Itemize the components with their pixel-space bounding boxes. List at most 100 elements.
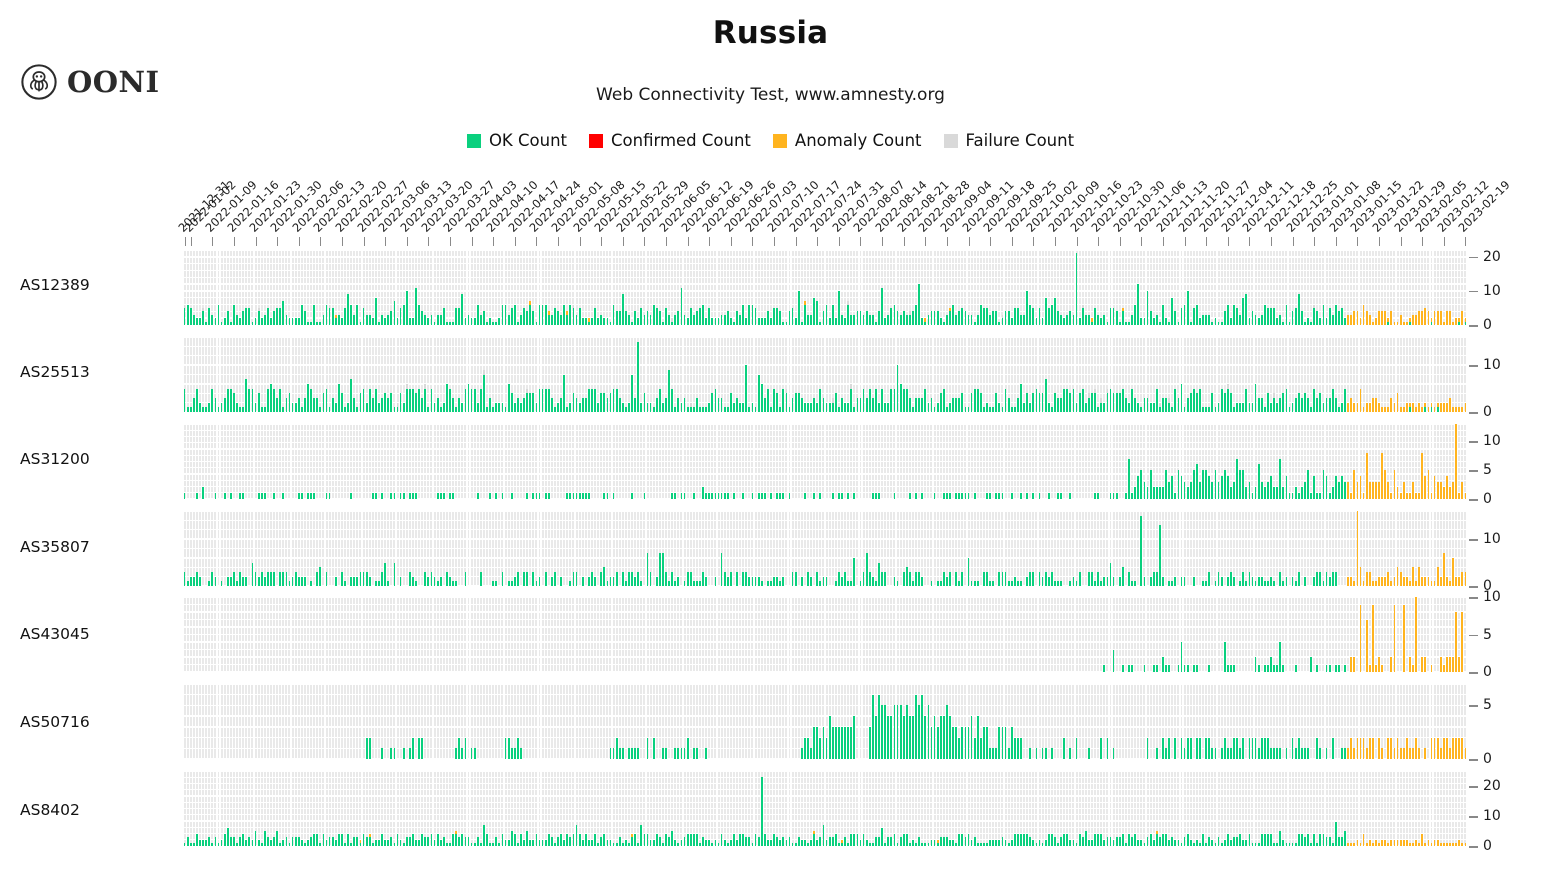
bar-ok — [1147, 738, 1149, 759]
bar-ok — [1227, 748, 1229, 759]
asn-panel-as31200[interactable] — [183, 424, 1467, 499]
bar-ok — [1190, 482, 1192, 499]
bar-ok — [1245, 840, 1247, 846]
bar-anomaly — [1428, 311, 1430, 325]
bar-ok — [554, 843, 556, 846]
bar-anomaly — [1360, 389, 1362, 412]
bar-ok — [1116, 393, 1118, 412]
bar-ok — [937, 403, 939, 412]
bar-ok — [912, 311, 914, 325]
asn-panel-as8402[interactable] — [183, 771, 1467, 846]
bar-ok — [640, 308, 642, 325]
bar-anomaly — [1461, 738, 1463, 759]
bar-ok — [653, 305, 655, 325]
bar-anomaly — [1452, 843, 1454, 846]
bar-ok — [1292, 311, 1294, 325]
bar-ok — [1162, 834, 1164, 846]
bar-ok — [807, 572, 809, 586]
bar-ok — [782, 389, 784, 412]
bar-ok — [1273, 843, 1275, 846]
bar-ok — [634, 834, 636, 846]
bar-anomaly — [1400, 315, 1402, 325]
bar-ok — [912, 840, 914, 846]
panel-bars — [183, 250, 1467, 325]
bar-ok — [1091, 572, 1093, 586]
bar-ok — [573, 493, 575, 499]
bar-ok — [468, 837, 470, 846]
bar-ok — [733, 403, 735, 412]
bar-ok — [671, 572, 673, 586]
bar-ok — [461, 294, 463, 325]
bar-ok — [363, 834, 365, 846]
bar-ok — [1292, 843, 1294, 846]
bar-ok — [1147, 291, 1149, 325]
bar-ok — [1110, 389, 1112, 412]
bar-ok — [1187, 738, 1189, 759]
bar-ok — [875, 389, 877, 412]
bar-ok — [1279, 642, 1281, 672]
bar-ok — [792, 843, 794, 846]
asn-panel-as43045[interactable] — [183, 597, 1467, 672]
bar-ok — [998, 840, 1000, 846]
bar-anomaly — [1384, 577, 1386, 586]
bar-ok — [890, 389, 892, 412]
bar-anomaly — [1406, 577, 1408, 586]
asn-panel-as25513[interactable] — [183, 337, 1467, 412]
bar-ok — [1113, 840, 1115, 846]
bar-ok — [307, 384, 309, 412]
asn-panel-as50716[interactable] — [183, 684, 1467, 759]
bar-ok — [344, 407, 346, 412]
bar-failure — [909, 311, 911, 314]
bar-ok — [486, 322, 488, 325]
bar-ok — [869, 572, 871, 586]
bar-anomaly — [1091, 318, 1093, 321]
bar-ok — [770, 840, 772, 846]
bar-ok — [1122, 567, 1124, 586]
bar-ok — [955, 315, 957, 325]
bar-ok — [1458, 322, 1460, 325]
bar-anomaly — [1384, 470, 1386, 499]
date-axis-tick — [1379, 237, 1380, 246]
panel-bars — [183, 511, 1467, 586]
bar-anomaly — [1418, 748, 1420, 759]
bar-ok — [218, 407, 220, 412]
bar-ok — [196, 389, 198, 412]
bar-ok — [677, 748, 679, 759]
bar-ok — [221, 322, 223, 325]
bar-ok — [1199, 738, 1201, 759]
bar-anomaly — [566, 311, 568, 314]
bar-ok — [1150, 577, 1152, 586]
bar-failure — [258, 308, 260, 311]
bar-ok — [276, 398, 278, 412]
bar-ok — [637, 572, 639, 586]
asn-panel-as35807[interactable] — [183, 511, 1467, 586]
asn-panel-as12389[interactable] — [183, 250, 1467, 325]
bar-ok — [1329, 398, 1331, 412]
bar-ok — [418, 738, 420, 759]
bar-ok — [600, 315, 602, 325]
bar-ok — [1162, 738, 1164, 759]
bar-ok — [471, 843, 473, 846]
bar-ok — [878, 311, 880, 325]
bar-ok — [468, 315, 470, 325]
bar-ok — [782, 577, 784, 586]
bar-ok — [918, 398, 920, 412]
bar-ok — [403, 305, 405, 325]
bar-ok — [789, 311, 791, 325]
bar-anomaly — [1406, 738, 1408, 759]
bar-ok — [992, 840, 994, 846]
bar-ok — [600, 393, 602, 412]
bar-anomaly — [1394, 403, 1396, 412]
bar-ok — [773, 577, 775, 586]
bar-ok — [1029, 748, 1031, 759]
bar-ok — [974, 493, 976, 499]
bar-ok — [532, 311, 534, 325]
bar-ok — [681, 840, 683, 846]
bar-anomaly — [1458, 318, 1460, 321]
bar-ok — [770, 581, 772, 586]
bar-anomaly — [1347, 403, 1349, 412]
bar-ok — [1292, 493, 1294, 499]
bar-anomaly — [1449, 843, 1451, 846]
date-axis-tick — [1098, 237, 1099, 246]
bar-ok — [554, 308, 556, 325]
